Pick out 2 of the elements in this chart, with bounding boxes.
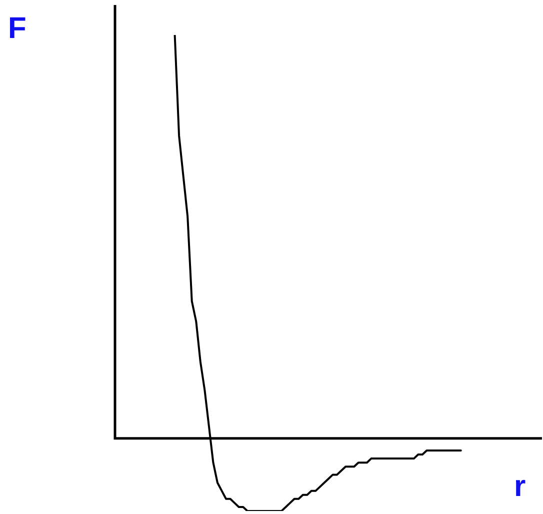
y-axis-title: F: [8, 12, 26, 46]
x-axis-title: r: [514, 470, 526, 504]
